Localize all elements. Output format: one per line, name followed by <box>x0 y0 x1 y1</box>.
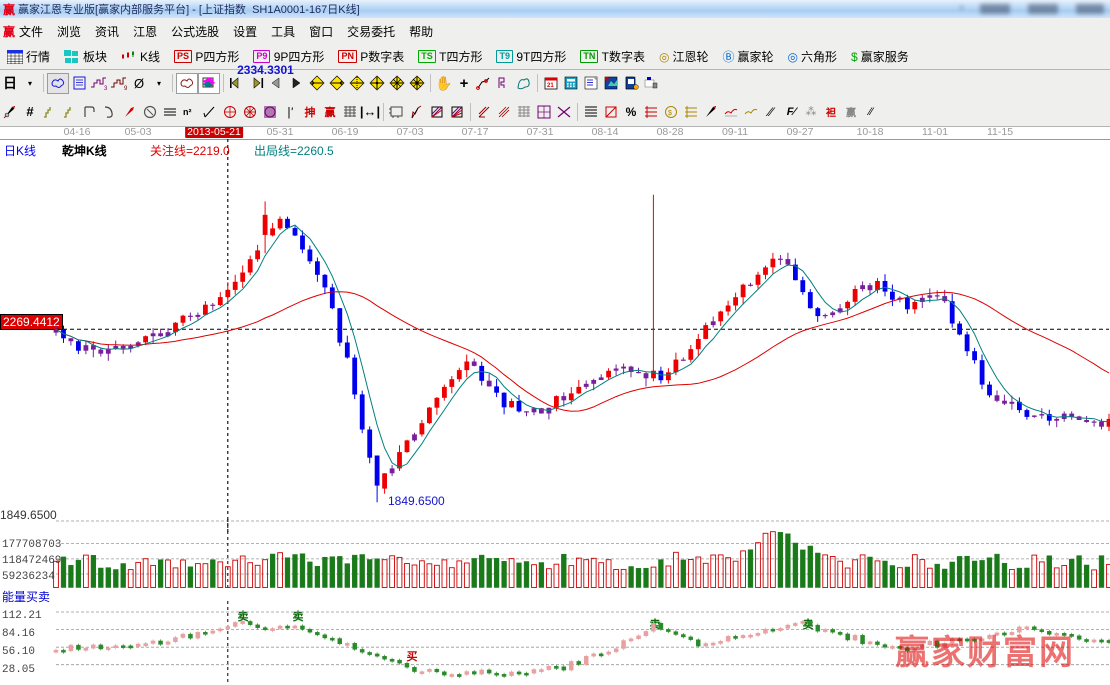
svg-text:21: 21 <box>547 83 554 89</box>
svg-text:n²: n² <box>183 107 192 117</box>
svg-text:$: $ <box>668 110 672 117</box>
svg-text:9: 9 <box>124 86 128 90</box>
svg-text:3: 3 <box>104 86 108 90</box>
